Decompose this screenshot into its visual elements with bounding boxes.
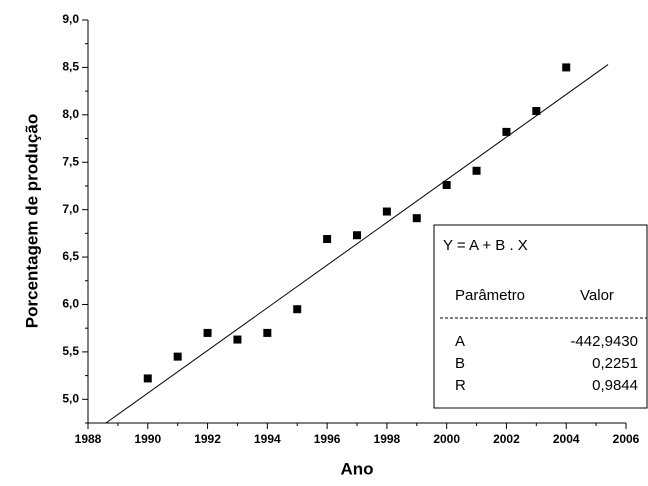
point bbox=[562, 63, 571, 72]
x-axis-label: Ano bbox=[340, 459, 373, 478]
y-tick-label: 9,0 bbox=[62, 12, 79, 26]
x-tick-label: 1990 bbox=[134, 432, 161, 446]
fit-table-box bbox=[433, 224, 648, 409]
point bbox=[173, 352, 182, 361]
y-tick-label: 5,0 bbox=[62, 391, 79, 405]
point bbox=[382, 207, 391, 216]
point bbox=[143, 374, 152, 383]
point bbox=[442, 180, 451, 189]
point bbox=[293, 305, 302, 314]
y-tick-label: 6,5 bbox=[62, 249, 79, 263]
x-tick-label: 1988 bbox=[75, 432, 102, 446]
x-tick-label: 1994 bbox=[254, 432, 281, 446]
point bbox=[412, 214, 421, 223]
x-tick-label: 1998 bbox=[374, 432, 401, 446]
table-header: Valor bbox=[580, 287, 614, 304]
y-tick-label: 6,0 bbox=[62, 297, 79, 311]
x-tick-label: 1996 bbox=[314, 432, 341, 446]
x-tick-label: 2006 bbox=[613, 432, 640, 446]
point bbox=[203, 328, 212, 337]
table-cell: 0,2251 bbox=[592, 355, 638, 372]
x-tick-label: 1992 bbox=[194, 432, 221, 446]
y-tick-label: 7,0 bbox=[62, 202, 79, 216]
y-tick-label: 7,5 bbox=[62, 154, 79, 168]
table-cell: R bbox=[455, 377, 466, 394]
table-cell: -442,9430 bbox=[570, 333, 638, 350]
table-cell: A bbox=[455, 333, 465, 350]
point bbox=[353, 231, 361, 240]
table-cell: 0,9844 bbox=[592, 377, 638, 394]
x-tick-label: 2000 bbox=[433, 432, 460, 446]
fit-line bbox=[105, 64, 609, 424]
table-cell: B bbox=[455, 355, 465, 372]
point bbox=[472, 166, 481, 175]
point bbox=[233, 335, 242, 344]
fit-equation: Y = A + B . X bbox=[443, 237, 528, 254]
x-tick-label: 2002 bbox=[493, 432, 520, 446]
table-header: Parâmetro bbox=[455, 287, 525, 304]
x-tick-label: 2004 bbox=[553, 432, 580, 446]
point bbox=[502, 127, 511, 136]
y-axis-label: Porcentagem de produção bbox=[22, 114, 41, 328]
point bbox=[323, 235, 332, 244]
point bbox=[532, 107, 541, 116]
y-tick-label: 8,0 bbox=[62, 107, 79, 121]
y-tick-label: 8,5 bbox=[62, 60, 79, 74]
point bbox=[263, 328, 272, 337]
y-tick-label: 5,5 bbox=[62, 344, 79, 358]
